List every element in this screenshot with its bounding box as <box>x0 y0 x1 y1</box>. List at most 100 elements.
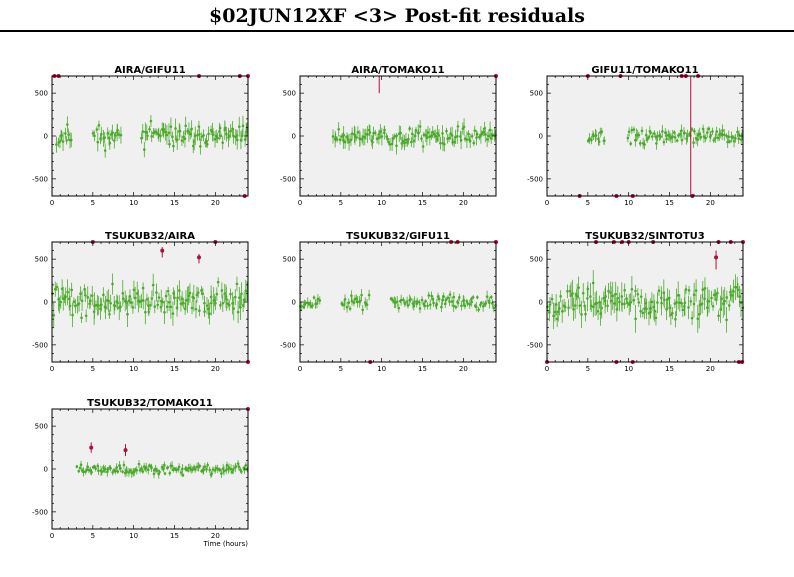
y-tick-label: -500 <box>32 508 48 516</box>
data-point <box>668 306 671 310</box>
data-point <box>678 132 682 136</box>
data-point <box>208 468 212 472</box>
data-point <box>462 125 466 129</box>
data-point <box>240 292 243 296</box>
data-point <box>349 138 353 142</box>
data-point <box>662 291 666 295</box>
data-point <box>716 136 720 140</box>
y-tick-label: -500 <box>32 175 48 183</box>
data-point <box>721 129 724 132</box>
data-point <box>207 132 210 136</box>
data-point <box>67 133 70 136</box>
panel-title: TSUKUB32/GIFU11 <box>346 231 450 242</box>
data-point <box>414 129 418 132</box>
x-tick-label: 5 <box>339 365 343 373</box>
data-point <box>182 301 185 305</box>
data-point <box>193 134 197 138</box>
outlier-point <box>160 248 165 253</box>
data-point <box>126 312 129 316</box>
data-point <box>201 292 205 296</box>
data-point <box>423 304 427 308</box>
data-point <box>65 138 68 142</box>
data-point <box>690 316 694 320</box>
data-point <box>492 306 496 310</box>
data-point <box>234 464 238 468</box>
data-point <box>413 134 417 138</box>
data-point <box>707 299 711 303</box>
data-point <box>240 470 243 473</box>
data-point <box>609 299 613 303</box>
data-point <box>715 298 718 302</box>
data-point <box>207 307 210 311</box>
data-points <box>299 288 497 315</box>
data-point <box>418 125 422 128</box>
data-point <box>399 131 402 135</box>
data-point <box>356 131 360 134</box>
data-point <box>223 126 227 130</box>
data-point <box>683 301 687 305</box>
data-point <box>173 296 176 300</box>
data-point <box>711 130 714 133</box>
data-point <box>119 467 122 470</box>
data-point <box>210 301 213 305</box>
data-point <box>109 301 112 305</box>
data-point <box>169 305 173 309</box>
data-point <box>172 144 175 148</box>
data-point <box>143 148 146 151</box>
data-point <box>360 293 363 297</box>
data-point <box>468 303 472 306</box>
data-point <box>342 303 346 307</box>
data-point <box>426 304 429 308</box>
data-point <box>603 139 606 142</box>
x-tick-label: 15 <box>418 199 427 207</box>
data-point <box>229 292 232 296</box>
data-point <box>687 289 691 292</box>
data-point <box>338 138 342 142</box>
data-point <box>609 291 612 294</box>
data-point <box>618 300 621 304</box>
data-point <box>630 128 634 132</box>
y-tick-label: -500 <box>280 175 296 183</box>
data-point <box>417 301 421 304</box>
data-point <box>68 304 72 308</box>
data-point <box>645 138 649 141</box>
data-point <box>671 135 675 138</box>
data-point <box>441 132 444 135</box>
data-point <box>93 465 96 468</box>
data-point <box>592 305 595 309</box>
x-tick-label: 15 <box>170 199 179 207</box>
data-point <box>66 290 69 294</box>
data-point <box>114 469 117 473</box>
plot-area <box>52 76 248 196</box>
data-point <box>586 287 590 291</box>
data-point <box>600 130 604 133</box>
data-point <box>481 304 485 308</box>
data-point <box>456 125 460 128</box>
data-points <box>586 124 744 150</box>
data-point <box>629 142 633 145</box>
data-point <box>661 130 664 133</box>
data-point <box>671 311 674 315</box>
data-point <box>119 305 122 309</box>
outlier-point <box>123 448 128 453</box>
data-point <box>355 297 358 301</box>
data-point <box>403 302 407 306</box>
x-tick-label: 20 <box>459 199 468 207</box>
data-point <box>128 469 132 472</box>
data-point <box>612 302 616 305</box>
data-point <box>639 309 642 313</box>
data-point <box>229 129 232 133</box>
data-point <box>480 301 483 305</box>
data-point <box>660 301 663 305</box>
data-point <box>694 289 698 292</box>
data-point <box>728 140 732 143</box>
data-point <box>152 472 156 476</box>
data-point <box>71 313 74 317</box>
data-point <box>58 303 61 307</box>
data-point <box>176 296 179 300</box>
data-point <box>488 301 491 305</box>
data-point <box>586 139 590 143</box>
data-point <box>634 317 637 321</box>
data-point <box>730 294 734 297</box>
